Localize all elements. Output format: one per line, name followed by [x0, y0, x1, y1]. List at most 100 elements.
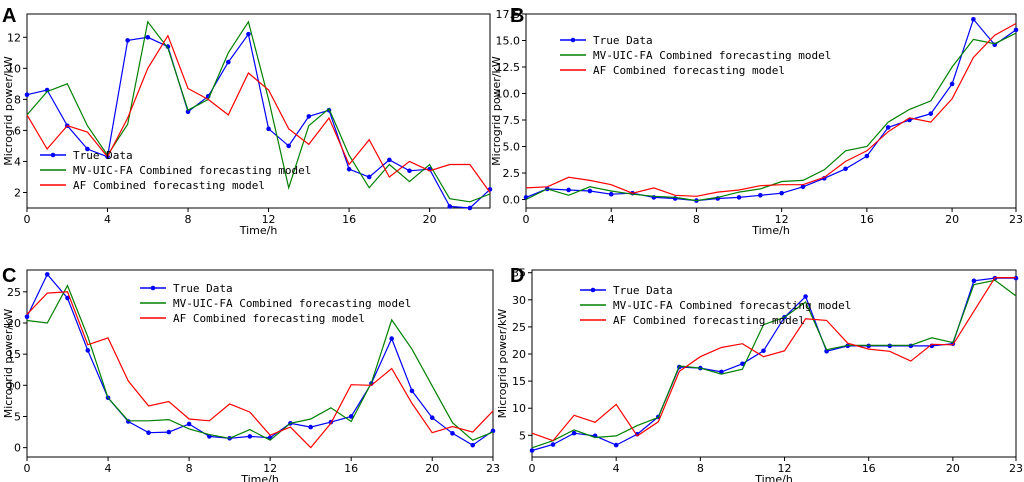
data-point [145, 34, 151, 40]
panel-letter: B [510, 5, 524, 27]
x-tick-label: 8 [186, 462, 193, 475]
data-point [736, 195, 742, 200]
y-axis-label: Microgrid power/kW [2, 309, 15, 419]
x-tick-label: 0 [529, 462, 536, 475]
x-tick-label: 16 [344, 462, 358, 475]
x-tick-label: 12 [263, 462, 277, 475]
data-point [928, 111, 934, 116]
x-tick-label: 8 [693, 213, 700, 226]
series-line-0 [26, 273, 494, 446]
y-tick-label: 17.5 [496, 8, 521, 21]
data-point [24, 92, 30, 98]
y-tick-label: 0.0 [503, 194, 521, 207]
legend-entry: MV-UIC-FA Combined forecasting model [613, 299, 851, 312]
y-tick-label: 25 [7, 286, 21, 299]
legend-entry: MV-UIC-FA Combined forecasting model [73, 164, 311, 177]
data-point [44, 272, 50, 277]
data-point [971, 278, 977, 284]
y-tick-label: 10 [7, 379, 21, 392]
y-tick-label: 2 [14, 186, 21, 199]
x-tick-label: 4 [613, 462, 620, 475]
data-point [450, 431, 455, 436]
y-tick-label: 35 [512, 267, 526, 280]
data-point [779, 190, 784, 196]
data-point [166, 429, 172, 435]
data-point [550, 442, 556, 447]
x-tick-label: 0 [523, 213, 530, 226]
data-point [226, 59, 231, 65]
data-point [146, 430, 151, 435]
legend-marker [50, 152, 56, 158]
data-point [571, 430, 577, 436]
panel-letter: C [2, 265, 16, 287]
y-tick-label: 2.5 [503, 167, 521, 180]
x-tick-label: 23 [1009, 462, 1023, 475]
y-tick-label: 15 [512, 375, 526, 388]
y-tick-label: 0 [14, 442, 21, 455]
y-tick-label: 7.5 [503, 114, 521, 127]
panel-d: D 0 4 8 12 16 20 23 5 10 15 20 25 30 35 Time/h Microgrid… [496, 265, 1023, 482]
series-line-0 [525, 18, 1017, 202]
data-point [467, 205, 473, 211]
series-line-2 [26, 34, 491, 193]
data-point [608, 191, 614, 197]
data-point [286, 143, 291, 149]
data-point [266, 126, 271, 132]
x-tick-label: 8 [185, 213, 192, 226]
data-point [308, 424, 313, 430]
x-tick-label: 23 [1009, 213, 1023, 226]
y-tick-label: 25 [512, 321, 526, 334]
legend-entry: MV-UIC-FA Combined forecasting model [593, 49, 831, 62]
data-point [185, 109, 191, 115]
series-line-2 [531, 277, 1016, 442]
x-tick-label: 0 [24, 462, 31, 475]
x-tick-label: 16 [862, 462, 876, 475]
panel-c: C 0 4 8 12 16 20 23 0 5 10 15 20 25 Time/h Microgrid po… [2, 265, 500, 482]
y-tick-label: 5.0 [503, 141, 521, 154]
y-tick-label: 12.5 [496, 61, 521, 74]
data-point [470, 442, 476, 448]
x-tick-label: 20 [423, 213, 437, 226]
data-point [409, 388, 415, 394]
data-point [529, 448, 535, 453]
legend-entry: AF Combined forecasting model [593, 64, 785, 77]
data-point [85, 348, 91, 353]
x-axis-label: Time/h [240, 473, 279, 482]
data-point [24, 314, 30, 320]
legend-entry: True Data [173, 282, 233, 295]
data-point [447, 204, 453, 209]
data-point [843, 166, 848, 172]
x-tick-label: 4 [608, 213, 615, 226]
series-line-1 [26, 284, 494, 441]
y-tick-label: 10.0 [496, 88, 521, 101]
panel-b: B 0 4 8 12 16 20 23 0.0 2.5 5.0 7.5 10.0 12.5 15.0 17.5… [490, 5, 1023, 237]
legend-entry: AF Combined forecasting model [73, 179, 265, 192]
y-tick-label: 6 [14, 124, 21, 137]
series-line-0 [531, 277, 1016, 452]
y-tick-label: 8 [14, 93, 21, 106]
y-tick-label: 5 [14, 410, 21, 423]
x-tick-label: 20 [425, 462, 439, 475]
data-point [246, 31, 251, 37]
y-axis-label: Microgrid power/kW [496, 309, 509, 419]
x-tick-label: 8 [697, 462, 704, 475]
x-tick-label: 16 [860, 213, 874, 226]
axes-frame [531, 269, 1017, 458]
x-tick-label: 0 [24, 213, 31, 226]
data-point [803, 294, 808, 299]
data-point [247, 434, 253, 439]
y-tick-label: 15.0 [496, 35, 521, 48]
data-point [306, 114, 312, 119]
y-tick-label: 10 [512, 402, 526, 415]
y-axis-label: Microgrid power/kW [490, 56, 503, 166]
data-point [758, 192, 763, 198]
y-tick-label: 20 [7, 317, 21, 330]
legend: True Data MV-UIC-FA Combined forecasting … [40, 149, 311, 192]
legend-entry: AF Combined forecasting model [613, 314, 805, 327]
series-line-1 [531, 279, 1017, 449]
panel-letter: D [510, 265, 524, 287]
y-tick-label: 10 [7, 62, 21, 75]
legend-marker [570, 37, 576, 43]
panel-letter: A [2, 5, 16, 27]
data-point [348, 414, 354, 419]
